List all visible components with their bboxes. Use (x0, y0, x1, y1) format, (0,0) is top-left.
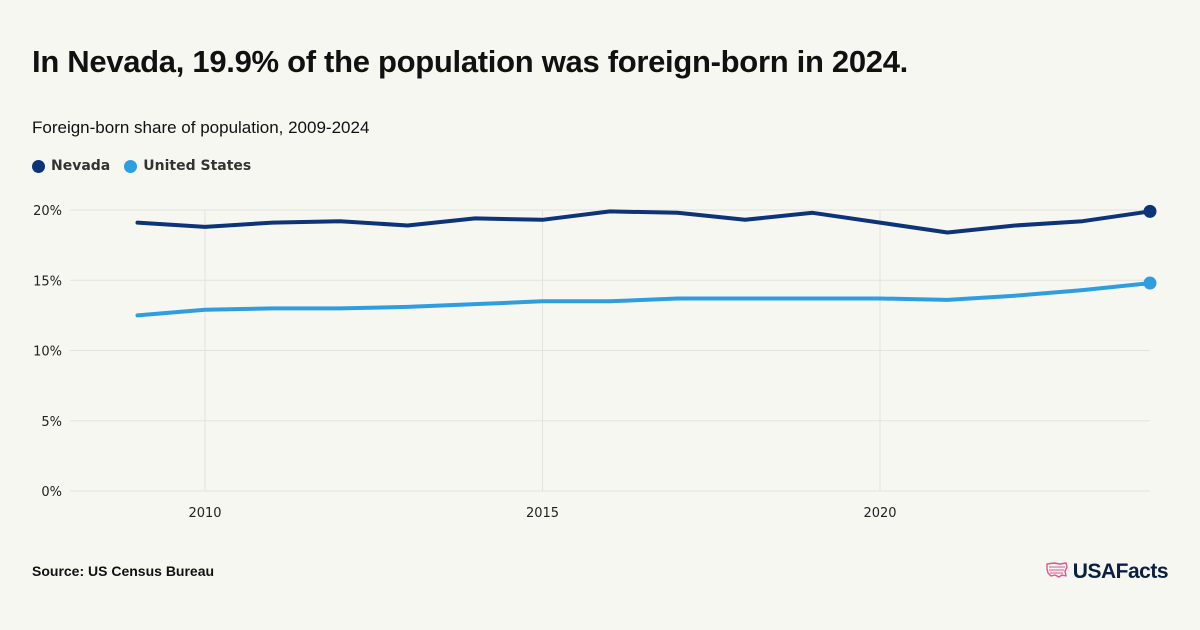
brand-logo[interactable]: USAFacts (1045, 560, 1169, 584)
chart-legend: Nevada United States (32, 158, 265, 174)
legend-label-united-states: United States (143, 158, 252, 174)
chart-subtitle: Foreign-born share of population, 2009-2… (32, 118, 370, 137)
x-tick-label: 2010 (188, 506, 221, 521)
us-map-flag-icon (1045, 561, 1069, 584)
chart-title: In Nevada, 19.9% of the population was f… (32, 44, 908, 79)
series-line-united-states (135, 281, 1152, 318)
brand-name: USAFacts (1072, 560, 1169, 583)
y-tick-label: 0% (41, 485, 62, 500)
y-tick-label: 10% (33, 345, 62, 360)
series-endpoint-united-states (1143, 276, 1157, 290)
x-tick-label: 2020 (863, 506, 896, 521)
legend-label-nevada: Nevada (51, 158, 111, 174)
y-tick-label: 20% (33, 204, 62, 219)
legend-item-nevada: Nevada (32, 158, 110, 174)
legend-swatch-nevada (32, 159, 45, 173)
legend-swatch-united-states (124, 159, 138, 173)
legend-item-united-states: United States (124, 158, 251, 174)
x-tick-label: 2015 (526, 506, 559, 521)
series-endpoint-nevada (1143, 204, 1157, 218)
source-note: Source: US Census Bureau (32, 563, 215, 579)
y-tick-label: 5% (41, 415, 62, 430)
series-line-nevada (135, 209, 1152, 235)
y-tick-label: 15% (33, 274, 62, 289)
